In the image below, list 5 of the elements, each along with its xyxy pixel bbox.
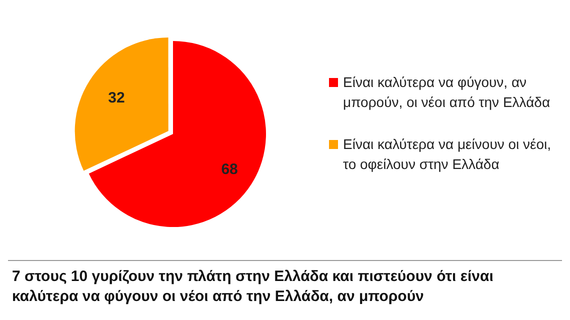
- text: 7 στους 10 γυρίζουν την πλάτη στην Ελλάδα και πιστεύουν ότι είναι καλύτερα να φύγουν οι νέοι από την Ελλάδα, αν μπορούν: [8, 260, 562, 313]
- legend-label: Είναι καλύτερα να μείνουν οι νέοι, το οφείλουν στην Ελλάδα: [343, 135, 552, 174]
- data-label: 32: [108, 89, 125, 106]
- legend-label: Είναι καλύτερα να φύγουν, αν μπορούν, οι νέοι από την Ελλάδα: [343, 73, 552, 112]
- data-label: 68: [221, 161, 238, 178]
